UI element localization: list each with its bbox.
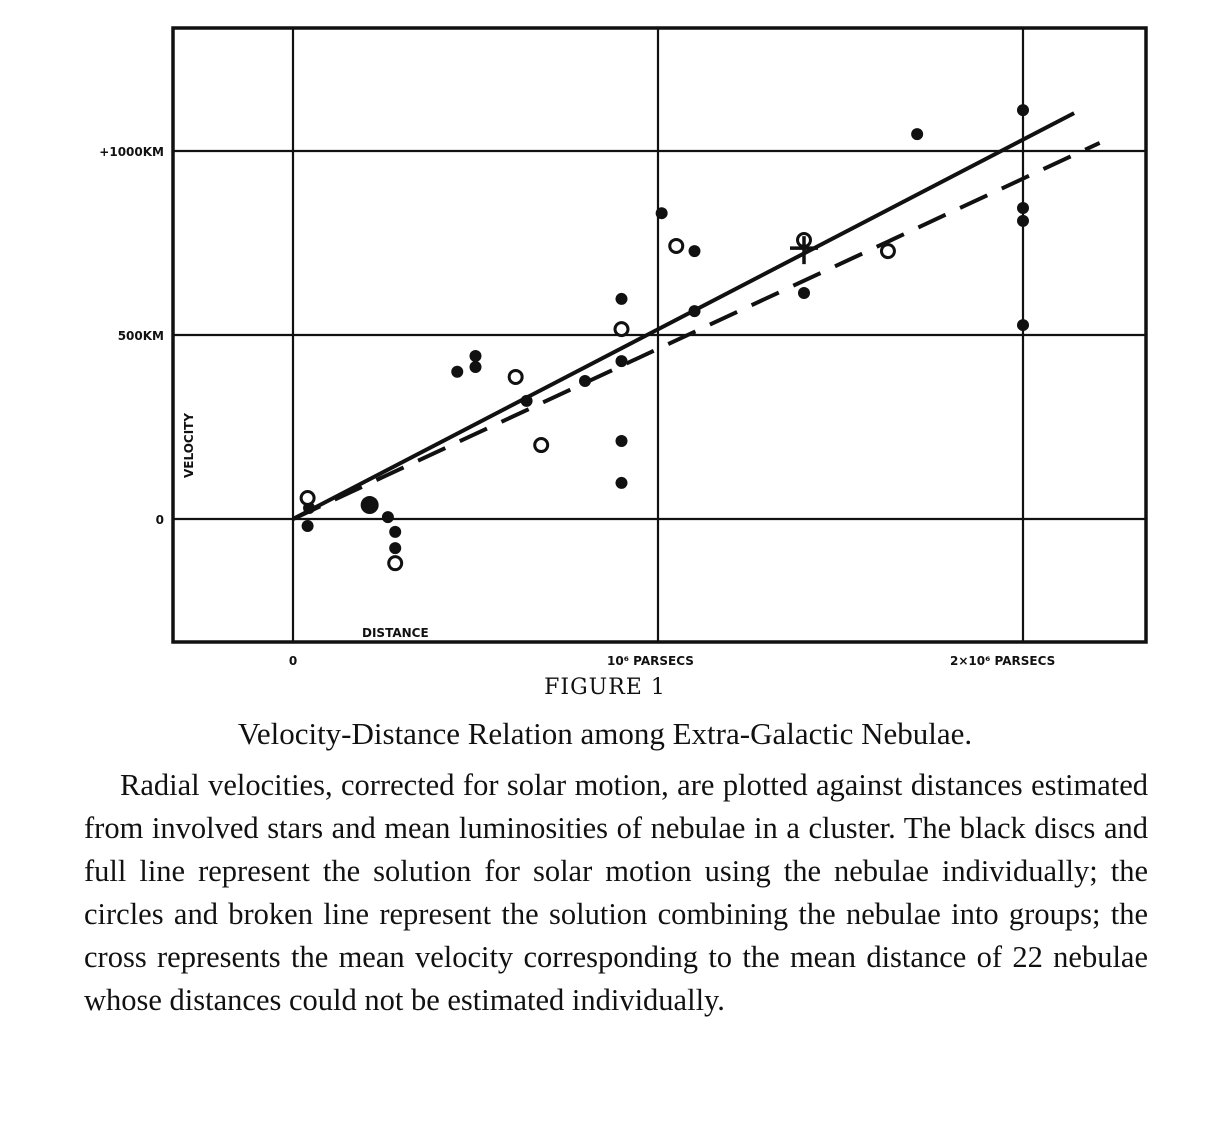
cross-marker bbox=[790, 236, 818, 265]
black-disc-marker bbox=[1017, 319, 1029, 332]
black-disc-marker bbox=[655, 207, 668, 220]
black-disc-marker bbox=[615, 292, 628, 305]
figure-label: FIGURE 1 bbox=[544, 675, 666, 700]
fit-lines bbox=[292, 111, 1101, 521]
y-tick-label: +1000KM bbox=[99, 145, 164, 159]
tick-labels: 0 500KM +1000KM 0 10⁶ PARSECS 2×10⁶ PARSECS bbox=[99, 145, 1055, 668]
velocity-distance-chart: 0 500KM +1000KM 0 10⁶ PARSECS 2×10⁶ PARSECS V… bbox=[99, 26, 1148, 668]
grid-lines bbox=[173, 28, 1146, 642]
open-circle-marker bbox=[668, 237, 685, 254]
x-tick-label: 0 bbox=[289, 654, 297, 668]
open-circle-marker bbox=[533, 437, 550, 454]
y-tick-label: 500KM bbox=[118, 329, 164, 343]
black-disc-marker bbox=[688, 305, 701, 318]
black-disc-marker bbox=[520, 394, 533, 407]
black-disc-marker bbox=[615, 476, 628, 489]
black-disc-marker bbox=[469, 349, 482, 362]
open-circle-marker bbox=[387, 555, 404, 572]
open-circle-marker bbox=[613, 321, 630, 338]
data-markers bbox=[299, 104, 1029, 572]
x-tick-label: 2×10⁶ PARSECS bbox=[950, 654, 1055, 668]
black-disc-marker bbox=[360, 496, 379, 515]
y-tick-label: 0 bbox=[156, 513, 164, 527]
black-disc-marker bbox=[615, 355, 628, 368]
open-circle-marker bbox=[299, 490, 316, 507]
black-disc-marker bbox=[451, 365, 464, 378]
y-axis-title: VELOCITY bbox=[182, 413, 196, 478]
black-disc-marker bbox=[911, 128, 924, 141]
black-disc-marker bbox=[615, 434, 628, 447]
x-axis-title: DISTANCE bbox=[362, 626, 429, 640]
figure-title: Velocity-Distance Relation among Extra-G… bbox=[237, 716, 973, 751]
black-disc-marker bbox=[389, 525, 402, 538]
black-disc-marker bbox=[381, 511, 394, 524]
open-circle-marker bbox=[507, 368, 524, 385]
full-fit-line bbox=[292, 111, 1076, 521]
black-disc-marker bbox=[1017, 202, 1029, 215]
x-tick-label: 10⁶ PARSECS bbox=[607, 654, 694, 668]
open-circle-marker bbox=[879, 243, 896, 260]
black-disc-marker bbox=[469, 361, 482, 374]
black-disc-marker bbox=[798, 287, 810, 300]
black-disc-marker bbox=[688, 245, 701, 258]
black-disc-marker bbox=[1017, 104, 1029, 117]
black-disc-marker bbox=[579, 375, 591, 387]
black-disc-marker bbox=[1017, 214, 1029, 227]
figure-caption: Radial velocities, corrected for solar m… bbox=[84, 768, 1148, 1017]
black-disc-marker bbox=[301, 519, 314, 532]
broken-fit-line bbox=[292, 141, 1101, 521]
black-disc-marker bbox=[389, 542, 402, 555]
